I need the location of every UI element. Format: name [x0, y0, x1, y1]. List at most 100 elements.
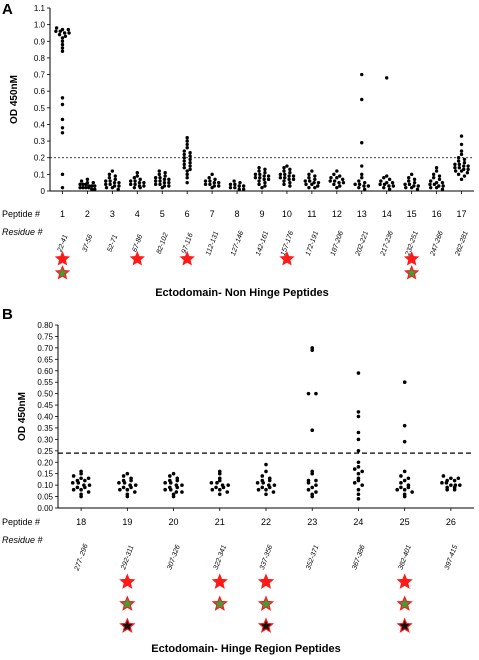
y-tick-label: 0.00: [37, 504, 53, 513]
data-point: [356, 430, 361, 435]
peptide-label: 4: [135, 209, 140, 219]
data-point: [356, 410, 361, 414]
data-point: [266, 177, 271, 182]
green-star-marker: [119, 595, 136, 611]
data-point: [167, 177, 171, 182]
data-point: [335, 185, 339, 190]
data-point: [241, 187, 246, 192]
data-point: [117, 481, 121, 485]
data-point: [465, 171, 470, 175]
data-point: [264, 462, 268, 467]
data-point: [456, 156, 461, 160]
red-star-marker: [179, 250, 195, 266]
residue-label: 217-236: [379, 230, 395, 258]
data-point: [263, 171, 267, 175]
data-point: [57, 32, 62, 37]
data-point: [79, 179, 84, 183]
data-point: [180, 483, 184, 487]
y-tick-label: 0.5: [34, 104, 46, 113]
data-point: [456, 172, 461, 177]
data-point: [266, 174, 271, 178]
peptide-label: 2: [85, 209, 90, 219]
data-point: [86, 476, 91, 481]
data-point: [188, 161, 192, 165]
data-point: [385, 76, 389, 80]
data-point: [382, 175, 386, 180]
y-tick-label: 0.05: [37, 493, 53, 502]
data-point: [307, 185, 311, 190]
data-point: [175, 476, 180, 481]
data-point: [233, 182, 237, 187]
residue-label: 352-371: [305, 544, 320, 571]
data-point: [257, 169, 261, 173]
data-point: [360, 97, 364, 102]
data-point: [462, 164, 466, 168]
y-tick-label: 0.3: [34, 137, 46, 146]
y-tick-label: 0.6: [34, 87, 46, 96]
data-point: [162, 180, 167, 185]
data-point: [310, 492, 315, 497]
data-point: [262, 177, 266, 182]
data-point: [182, 166, 186, 170]
peptide-label: 1: [60, 209, 65, 219]
data-point: [142, 180, 146, 185]
data-point: [128, 182, 133, 187]
data-point: [391, 184, 396, 188]
data-point: [412, 180, 417, 185]
data-point: [217, 487, 222, 492]
data-point: [171, 492, 176, 497]
residue-label: 142-161: [255, 230, 270, 257]
data-point: [434, 166, 439, 170]
data-point: [226, 483, 230, 487]
data-point: [404, 185, 408, 190]
peptide-label: 25: [400, 517, 410, 527]
peptide-label: 10: [282, 209, 292, 219]
data-point: [366, 184, 371, 188]
data-point: [452, 478, 457, 483]
data-point: [402, 478, 407, 483]
data-point: [212, 180, 217, 185]
data-point: [188, 164, 192, 168]
data-point: [287, 174, 291, 178]
data-point: [258, 172, 262, 177]
data-point: [267, 476, 272, 481]
y-tick-label: 0.65: [37, 355, 53, 364]
data-point: [174, 490, 179, 494]
data-point: [113, 174, 117, 178]
data-point: [168, 478, 172, 483]
data-point: [153, 175, 158, 180]
residue-label: 307-326: [166, 544, 181, 571]
residue-label: 37-56: [82, 234, 95, 253]
data-point: [356, 487, 361, 492]
data-point: [60, 46, 65, 50]
data-point: [260, 478, 265, 483]
data-point: [153, 179, 158, 183]
data-point: [85, 177, 90, 182]
data-point: [233, 185, 237, 190]
data-point: [314, 391, 318, 396]
red-star-marker: [129, 250, 145, 266]
data-point: [387, 184, 391, 188]
y-axis-label: OD 450nM: [9, 75, 20, 124]
data-point: [133, 483, 138, 487]
data-point: [91, 180, 95, 185]
data-point: [260, 485, 265, 490]
data-point: [466, 167, 470, 172]
data-point: [158, 179, 162, 183]
data-point: [457, 162, 462, 167]
y-tick-label: 0.9: [34, 37, 46, 46]
residue-label: 247-266: [429, 230, 445, 258]
data-point: [462, 161, 467, 165]
data-point: [462, 167, 466, 172]
data-point: [282, 166, 286, 170]
data-point: [429, 185, 433, 190]
data-point: [237, 187, 241, 192]
peptide-label: 3: [110, 209, 115, 219]
y-tick-label: 0: [41, 187, 46, 196]
red-star-marker: [396, 573, 413, 589]
data-point: [310, 346, 315, 350]
data-point: [441, 184, 445, 188]
y-tick-label: 0.2: [34, 154, 46, 163]
data-point: [440, 481, 444, 485]
data-point: [237, 184, 241, 188]
